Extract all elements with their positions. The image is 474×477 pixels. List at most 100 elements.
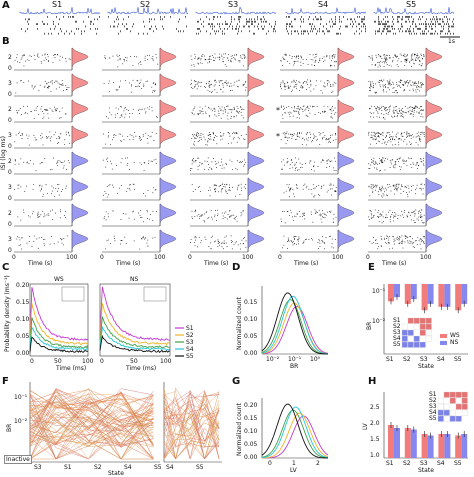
- isi-dot: [214, 137, 215, 139]
- isi-dot: [285, 137, 287, 138]
- isi-dot: [403, 90, 405, 92]
- isi-dot: [126, 165, 128, 166]
- isi-dot: [381, 113, 382, 115]
- isi-dot: [224, 186, 226, 188]
- isi-dot: [319, 242, 321, 244]
- panel-letter-a: A: [2, 0, 10, 11]
- isi-dot: [284, 86, 286, 88]
- isi-dot: [378, 64, 380, 66]
- isi-dot: [368, 134, 370, 136]
- isi-dot: [280, 86, 282, 88]
- isi-dot: [314, 113, 316, 115]
- isi-dot: [385, 136, 387, 137]
- isi-dot: [127, 163, 129, 164]
- isi-dot: [420, 106, 422, 107]
- isi-dot: [403, 163, 405, 164]
- isi-dot: [315, 59, 317, 61]
- inset-frame: [61, 286, 85, 302]
- isi-dot: [194, 106, 196, 108]
- spike: [408, 18, 409, 21]
- isi-dot: [384, 55, 386, 57]
- isi-dot: [201, 214, 203, 216]
- x-label-time: Time (s): [116, 260, 141, 267]
- spike: [37, 23, 38, 25]
- matrix-cell: [437, 415, 444, 422]
- isi-dot: [372, 87, 374, 89]
- isi-dot: [405, 58, 406, 60]
- isi-dot: [420, 132, 422, 133]
- isi-dot: [153, 81, 155, 83]
- isi-dot: [243, 54, 245, 56]
- isi-dot: [38, 56, 40, 58]
- isi-dot: [320, 214, 322, 216]
- c-xtick: 50: [130, 358, 138, 365]
- isi-dot: [315, 139, 317, 141]
- significance-star-1: *: [276, 106, 280, 115]
- spike: [419, 28, 420, 30]
- isi-dot: [389, 137, 390, 138]
- isi-dot: [287, 137, 289, 139]
- x-tick-100: 100: [242, 254, 254, 261]
- isi-dot: [212, 55, 213, 57]
- isi-dot: [382, 132, 384, 134]
- isi-dot: [295, 85, 297, 87]
- spike: [214, 16, 215, 18]
- spike: [301, 32, 302, 35]
- isi-dot: [48, 87, 49, 89]
- isi-dot: [200, 55, 202, 57]
- spike: [386, 32, 387, 35]
- spike: [443, 25, 444, 28]
- isi-dot: [294, 107, 295, 109]
- isi-dot: [282, 82, 284, 84]
- isi-dot: [156, 116, 158, 117]
- isi-dot: [21, 134, 23, 136]
- spike: [265, 20, 266, 23]
- spike: [437, 32, 438, 35]
- isi-dot: [237, 136, 239, 138]
- isi-density: [71, 151, 89, 175]
- isi-dot: [402, 111, 404, 113]
- isi-dot: [283, 86, 285, 87]
- isi-dot: [65, 85, 67, 87]
- isi-dot: [200, 59, 202, 61]
- spike: [198, 20, 199, 23]
- spike: [227, 28, 228, 30]
- isi-dot: [293, 111, 295, 112]
- isi-dot: [302, 213, 304, 215]
- isi-dot: [190, 242, 191, 243]
- isi-dot: [209, 91, 211, 92]
- spike: [303, 30, 304, 33]
- isi-dot: [302, 63, 304, 64]
- isi-dot: [307, 115, 309, 117]
- isi-dot: [301, 132, 302, 134]
- isi-dot: [382, 84, 384, 86]
- spike: [386, 28, 387, 30]
- isi-dot: [194, 86, 196, 87]
- isi-dot: [27, 161, 28, 163]
- isi-dot: [130, 55, 131, 57]
- isi-dot: [300, 107, 301, 109]
- isi-dot: [289, 190, 291, 192]
- isi-dot: [239, 60, 241, 61]
- isi-dot: [217, 215, 218, 216]
- isi-dot: [286, 184, 288, 186]
- isi-dot: [369, 210, 371, 212]
- isi-dot: [394, 161, 396, 163]
- isi-dot: [406, 136, 407, 138]
- spike: [36, 23, 37, 25]
- isi-dot: [376, 162, 377, 164]
- isi-dot: [303, 242, 305, 244]
- isi-dot: [286, 158, 288, 160]
- lv-bar-chart: [383, 392, 468, 459]
- spike: [312, 23, 313, 25]
- isi-dot: [302, 216, 303, 218]
- isi-dot: [155, 133, 157, 134]
- isi-dot: [205, 113, 207, 114]
- h-xtick: S2: [403, 460, 411, 467]
- isi-dot: [375, 83, 376, 85]
- spike: [402, 16, 403, 18]
- isi-dot: [216, 162, 218, 164]
- isi-dot: [329, 236, 330, 237]
- isi-dot: [113, 134, 115, 136]
- isi-dot: [235, 215, 237, 217]
